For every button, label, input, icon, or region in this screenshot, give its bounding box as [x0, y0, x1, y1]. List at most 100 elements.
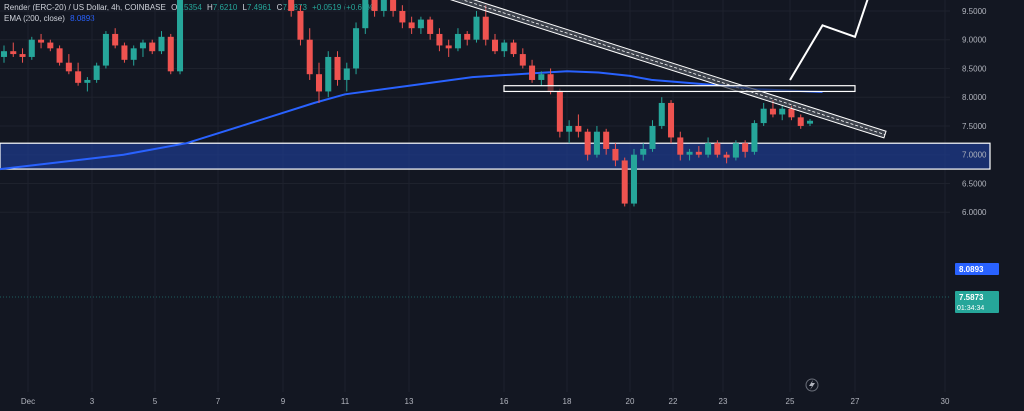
- chart-header: Render (ERC-20) / US Dollar, 4h, COINBAS…: [4, 3, 379, 12]
- open-label: O: [171, 3, 178, 12]
- time-tick-label: 27: [851, 397, 860, 406]
- lightning-icon[interactable]: [805, 378, 819, 392]
- candle-body: [121, 45, 128, 60]
- drawings: [154, 0, 887, 139]
- time-tick-label: 9: [281, 397, 286, 406]
- time-tick-label: 11: [341, 397, 350, 406]
- candle-body: [510, 42, 517, 55]
- candle-body: [436, 33, 443, 46]
- candle-body: [65, 62, 72, 72]
- price-tick-label: 8.0000: [962, 93, 987, 102]
- candle-body: [139, 42, 146, 49]
- ema-value: 8.0893: [70, 14, 95, 23]
- candle-body: [112, 33, 119, 46]
- candle-body: [797, 117, 804, 126]
- candle-body: [769, 108, 776, 115]
- price-tick-label: 9.0000: [962, 36, 987, 45]
- candle-body: [760, 108, 767, 124]
- candle-body: [297, 10, 304, 40]
- candle-body: [454, 33, 461, 49]
- candle-body: [10, 51, 17, 55]
- candle-body: [806, 120, 814, 124]
- time-tick-label: 7: [216, 397, 221, 406]
- candle-body: [38, 39, 45, 43]
- candle-body: [630, 154, 637, 204]
- candle-body: [612, 148, 619, 161]
- candle-body: [547, 74, 554, 92]
- ema-legend[interactable]: EMA (200, close) 8.0893: [4, 14, 98, 23]
- candle-body: [306, 39, 313, 75]
- ema-price-tag: 8.0893: [955, 263, 999, 275]
- price-tick-label: 8.5000: [962, 64, 987, 73]
- candle-body: [93, 65, 100, 80]
- time-tick-label: Dec: [21, 397, 35, 406]
- candle-body: [427, 19, 434, 34]
- candle-body: [149, 42, 156, 52]
- candle-body: [519, 54, 526, 66]
- last-price-tag: 7.5873 01:34:34: [955, 291, 999, 313]
- price-axis[interactable]: 12.500012.000011.500011.000010.500010.00…: [962, 0, 991, 217]
- descending-trendline[interactable]: [154, 0, 887, 139]
- high-value: 7.6210: [212, 3, 238, 12]
- low-label: L: [242, 3, 247, 12]
- candle-body: [84, 79, 91, 83]
- candle-body: [315, 74, 322, 92]
- candle-body: [695, 151, 702, 155]
- candle-body: [649, 125, 656, 149]
- candle-body: [501, 42, 508, 52]
- projection-arrow[interactable]: [789, 0, 885, 81]
- candle-body: [102, 33, 109, 66]
- candle-body: [668, 102, 675, 138]
- candle-body: [371, 0, 378, 11]
- close-label: C: [276, 3, 283, 12]
- candle-body: [28, 39, 35, 57]
- time-axis[interactable]: Dec 3 5 7 9 11 13 16 18 20 22 23 25 27 30: [21, 397, 950, 406]
- candle-body: [56, 48, 63, 63]
- time-tick-label: 13: [405, 397, 414, 406]
- candle-body: [751, 123, 758, 152]
- candle-body: [677, 137, 684, 155]
- time-tick-label: 20: [626, 397, 635, 406]
- ema-label: EMA (200, close): [4, 14, 65, 23]
- candle-body: [408, 22, 415, 29]
- candle-body: [732, 143, 739, 158]
- candle-body: [529, 65, 536, 80]
- candle-body: [380, 0, 387, 11]
- candle-body: [177, 0, 184, 72]
- time-tick-label: 3: [90, 397, 95, 406]
- candle-body: [603, 131, 610, 149]
- candle-body: [575, 125, 582, 132]
- candle-body: [705, 143, 712, 155]
- low-value: 7.4961: [246, 3, 272, 12]
- time-tick-label: 30: [941, 397, 950, 406]
- symbol-title[interactable]: Render (ERC-20) / US Dollar, 4h, COINBAS…: [4, 3, 166, 12]
- candle-body: [482, 16, 489, 40]
- candle-body: [158, 36, 165, 52]
- time-tick-label: 18: [563, 397, 572, 406]
- candle-body: [362, 0, 369, 29]
- candle-body: [19, 54, 26, 57]
- candle-body: [538, 74, 545, 80]
- candle-body: [788, 108, 795, 118]
- candle-body: [167, 36, 174, 72]
- support-zone[interactable]: [0, 142, 991, 170]
- open-value: 7.5354: [177, 3, 202, 12]
- price-tick-label: 6.0000: [962, 208, 987, 217]
- candle-body: [288, 0, 295, 11]
- candle-body: [75, 71, 82, 83]
- candles: [0, 0, 814, 207]
- ema-line[interactable]: [0, 70, 823, 171]
- candle-body: [130, 48, 137, 60]
- candle-body: [742, 143, 749, 152]
- price-tick-label: 7.0000: [962, 151, 987, 160]
- candle-body: [325, 56, 332, 92]
- close-value: 7.5873: [282, 3, 307, 12]
- candle-body: [492, 39, 499, 52]
- change-value: +0.0519 (+0.69%): [312, 3, 377, 12]
- candle-body: [658, 102, 665, 126]
- candle-body: [334, 56, 341, 80]
- candle-body: [621, 160, 628, 204]
- time-tick-label: 5: [153, 397, 158, 406]
- breakout-level-box[interactable]: [503, 85, 856, 93]
